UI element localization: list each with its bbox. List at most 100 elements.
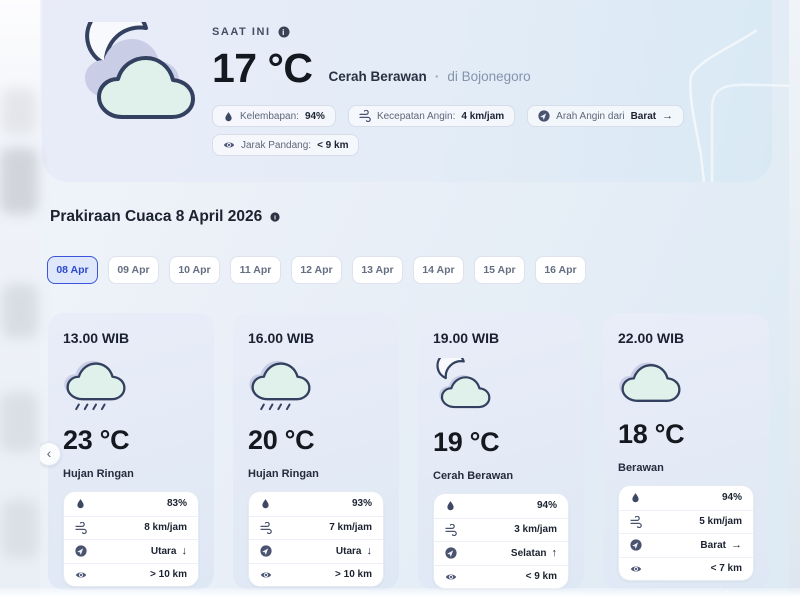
tab-date-09-apr[interactable]: 09 Apr bbox=[108, 256, 159, 284]
info-icon[interactable]: i bbox=[278, 26, 290, 38]
wind-direction-arrow: → bbox=[662, 110, 674, 122]
visibility-row: > 10 km bbox=[249, 562, 383, 587]
droplet-icon bbox=[77, 499, 84, 509]
humidity-value: 94% bbox=[536, 500, 557, 512]
current-temperature: 17 °C bbox=[212, 45, 313, 91]
forecast-condition: Cerah Berawan bbox=[433, 470, 514, 482]
forecast-details: 83% 8 km/jam Utara ↓ > 10 km bbox=[63, 491, 199, 587]
wind-direction-row: Utara ↓ bbox=[64, 539, 198, 563]
wind-direction-chip: Arah Angin dari Barat → bbox=[527, 105, 685, 127]
humidity-row: 94% bbox=[619, 486, 753, 510]
forecast-card: 19.00 WIB 19 °C Cerah Berawan 94% 3 km/j… bbox=[418, 313, 584, 590]
humidity-label: Kelembapan: bbox=[240, 110, 299, 122]
hourly-forecast-list: 13.00 WIB 23 °C Hujan Ringan 83% 8 km/ja… bbox=[48, 313, 769, 590]
tab-date-16-apr[interactable]: 16 Apr bbox=[535, 256, 586, 284]
wind-direction-arrow: ↓ bbox=[181, 545, 188, 558]
humidity-value: 94% bbox=[304, 110, 325, 122]
current-metrics-row-2: Jarak Pandang: < 9 km bbox=[212, 134, 360, 156]
wind-speed-row: 8 km/jam bbox=[64, 515, 198, 540]
humidity-chip: Kelembapan: 94% bbox=[212, 105, 336, 127]
current-condition: Cerah Berawan bbox=[328, 69, 427, 84]
wind-icon bbox=[359, 110, 371, 122]
right-edge-blur bbox=[789, 0, 800, 600]
wind-direction-arrow: ↓ bbox=[366, 545, 373, 558]
wind-direction-label: Arah Angin dari bbox=[556, 110, 625, 122]
forecast-condition: Berawan bbox=[618, 462, 664, 474]
tab-date-15-apr[interactable]: 15 Apr bbox=[474, 256, 525, 284]
left-edge-blur bbox=[0, 0, 40, 600]
info-icon[interactable]: i bbox=[270, 212, 280, 222]
wind-direction-arrow: → bbox=[731, 539, 742, 552]
visibility-value: > 10 km bbox=[150, 569, 187, 581]
current-metrics-row-1: Kelembapan: 94% Kecepatan Angin: 4 km/ja… bbox=[212, 105, 685, 127]
droplet-icon bbox=[447, 501, 454, 511]
wind-direction-row: Barat → bbox=[619, 533, 753, 557]
humidity-value: 83% bbox=[166, 498, 187, 510]
visibility-value: > 10 km bbox=[335, 569, 372, 581]
wind-direction-value: Utara bbox=[335, 545, 362, 557]
tab-date-12-apr[interactable]: 12 Apr bbox=[291, 256, 342, 284]
forecast-card: 13.00 WIB 23 °C Hujan Ringan 83% 8 km/ja… bbox=[48, 313, 214, 590]
forecast-condition: Hujan Ringan bbox=[248, 468, 319, 480]
visibility-label: Jarak Pandang: bbox=[241, 139, 312, 151]
forecast-time: 22.00 WIB bbox=[618, 330, 685, 346]
moon-cloud-icon bbox=[78, 4, 206, 131]
compass-icon bbox=[538, 110, 550, 122]
wind-speed-label: Kecepatan Angin: bbox=[376, 110, 456, 122]
wind-speed-row: 5 km/jam bbox=[619, 509, 753, 534]
droplet-icon bbox=[225, 111, 232, 121]
visibility-row: < 9 km bbox=[434, 564, 568, 589]
visibility-value: < 9 km bbox=[525, 571, 557, 583]
wind-direction-row: Selatan ↑ bbox=[434, 541, 568, 565]
wind-direction-arrow: ↑ bbox=[551, 547, 558, 560]
current-location: di Bojonegoro bbox=[447, 69, 531, 84]
tab-date-10-apr[interactable]: 10 Apr bbox=[169, 256, 220, 284]
wind-icon bbox=[630, 515, 642, 528]
wind-icon bbox=[260, 521, 272, 534]
forecast-temperature: 23 °C bbox=[63, 425, 130, 455]
eye-icon bbox=[75, 572, 87, 578]
forecast-details: 94% 3 km/jam Selatan ↑ < 9 km bbox=[433, 493, 569, 589]
forecast-details: 93% 7 km/jam Utara ↓ > 10 km bbox=[248, 491, 384, 587]
current-weather-card: SAAT INI i 17 °C Cerah Berawan · di Bojo… bbox=[42, 0, 772, 182]
current-section-label: SAAT INI bbox=[212, 26, 271, 38]
forecast-card: 16.00 WIB 20 °C Hujan Ringan 93% 7 km/ja… bbox=[233, 313, 399, 590]
wind-direction-value: Utara bbox=[150, 545, 177, 557]
rain-cloud-icon bbox=[63, 358, 199, 419]
cloud-icon bbox=[618, 358, 754, 413]
humidity-row: 83% bbox=[64, 492, 198, 516]
wind-icon bbox=[445, 523, 457, 536]
forecast-condition: Hujan Ringan bbox=[63, 468, 134, 480]
forecast-temperature: 20 °C bbox=[248, 425, 315, 455]
visibility-chip: Jarak Pandang: < 9 km bbox=[212, 134, 360, 156]
humidity-row: 93% bbox=[249, 492, 383, 516]
tab-date-11-apr[interactable]: 11 Apr bbox=[230, 256, 281, 284]
forecast-time: 19.00 WIB bbox=[433, 330, 500, 346]
forecast-title: Prakiraan Cuaca 8 April 2026 bbox=[50, 208, 263, 225]
compass-icon bbox=[260, 545, 272, 557]
svg-text:i: i bbox=[282, 28, 286, 37]
humidity-value: 93% bbox=[351, 498, 372, 510]
tab-date-08-apr[interactable]: 08 Apr bbox=[47, 256, 98, 284]
tab-date-14-apr[interactable]: 14 Apr bbox=[413, 256, 464, 284]
current-section-label-row: SAAT INI i bbox=[212, 26, 290, 38]
forecast-details: 94% 5 km/jam Barat → < 7 km bbox=[618, 485, 754, 581]
svg-text:i: i bbox=[274, 214, 276, 221]
eye-icon bbox=[445, 574, 457, 580]
wind-speed-value: 3 km/jam bbox=[514, 524, 557, 536]
chevron-left-icon: ‹ bbox=[46, 445, 52, 461]
forecast-title-row: Prakiraan Cuaca 8 April 2026 i bbox=[50, 208, 280, 226]
wind-direction-value: Selatan bbox=[510, 547, 547, 559]
visibility-row: > 10 km bbox=[64, 562, 198, 587]
wind-speed-value: 7 km/jam bbox=[329, 522, 372, 534]
eye-icon bbox=[260, 572, 272, 578]
carousel-prev-button[interactable]: ‹ bbox=[37, 442, 61, 466]
compass-icon bbox=[75, 545, 87, 557]
wind-speed-row: 3 km/jam bbox=[434, 517, 568, 542]
wind-speed-value: 4 km/jam bbox=[461, 110, 505, 122]
tab-date-13-apr[interactable]: 13 Apr bbox=[352, 256, 403, 284]
eye-icon bbox=[630, 566, 642, 572]
humidity-value: 94% bbox=[721, 492, 742, 504]
visibility-value: < 9 km bbox=[317, 139, 349, 151]
droplet-icon bbox=[632, 493, 639, 503]
